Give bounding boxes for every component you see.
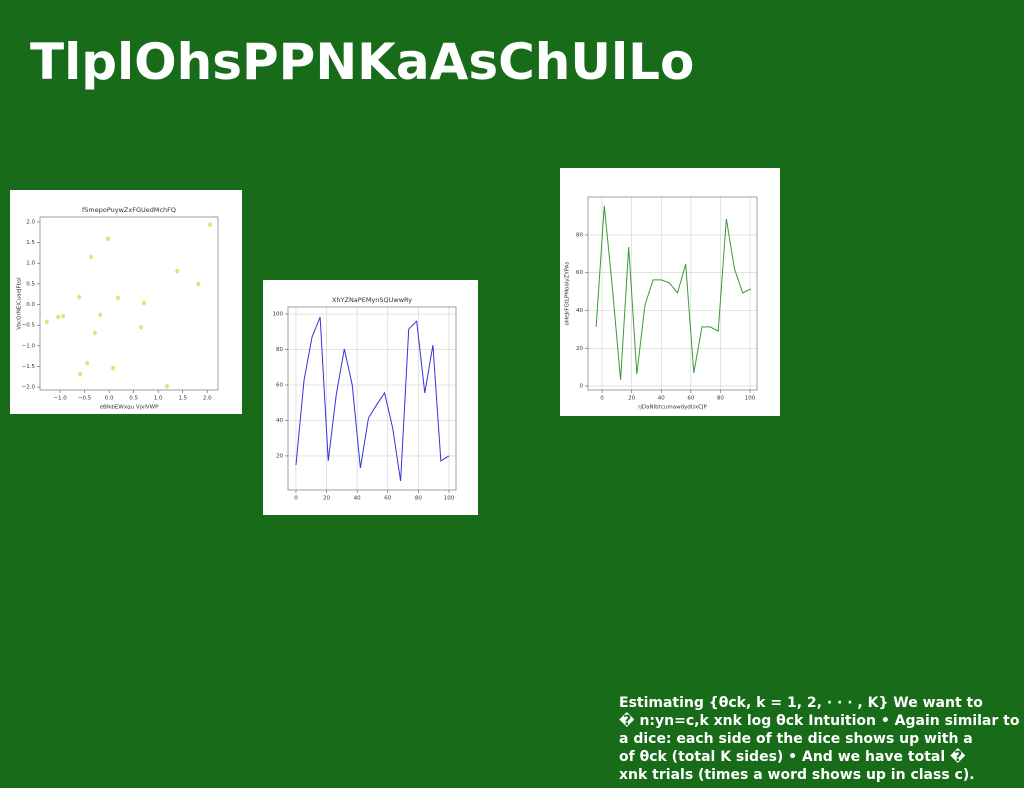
scatter-point bbox=[196, 281, 201, 287]
x-tick-label: 2.0 bbox=[203, 396, 212, 402]
chart-title: fSmepoPuywZxFGUedMchFQ bbox=[82, 206, 176, 214]
scatter-point bbox=[115, 295, 120, 301]
x-tick-label: 0 bbox=[600, 396, 604, 402]
line-series bbox=[595, 205, 751, 381]
y-tick-label: 60 bbox=[276, 383, 283, 389]
x-tick-label: 100 bbox=[745, 396, 756, 402]
x-tick-label: −1.0 bbox=[53, 396, 67, 402]
y-axis-label: oHeJrFGtLPMoalyZYPAs bbox=[565, 262, 571, 326]
y-tick-label: 1.5 bbox=[26, 240, 35, 246]
plot-frame bbox=[587, 196, 758, 391]
scatter-point bbox=[77, 294, 82, 300]
y-tick-label: 2.0 bbox=[26, 219, 35, 225]
plot-frame bbox=[39, 216, 219, 391]
scatter-point bbox=[165, 383, 170, 389]
body-line: � n:yn=c,k xnk log θck Intuition • Again… bbox=[619, 713, 1020, 729]
scatter-point bbox=[175, 268, 180, 274]
scatter-point bbox=[56, 314, 61, 320]
scatter-point bbox=[88, 254, 93, 260]
y-tick-label: −1.0 bbox=[22, 343, 36, 349]
y-tick-label: 20 bbox=[576, 346, 583, 352]
scatter-point bbox=[141, 300, 146, 306]
scatter-point bbox=[111, 365, 116, 371]
y-tick-label: 0.0 bbox=[26, 302, 35, 308]
x-tick-label: 80 bbox=[717, 396, 724, 402]
x-tick-label: 0 bbox=[294, 496, 298, 502]
chart: 20 40 60 80 100 0 20 40 60 80 100 XhYZNaPEMynSQUwwR… bbox=[263, 280, 478, 515]
x-tick-label: 60 bbox=[687, 396, 694, 402]
body-text: Estimating {θck, k = 1, 2, · · · , K} We… bbox=[619, 694, 1019, 784]
x-tick-label: 0.5 bbox=[129, 396, 138, 402]
scatter-point bbox=[208, 222, 213, 228]
y-tick-label: 0.5 bbox=[26, 281, 35, 287]
y-tick-label: −2.0 bbox=[22, 385, 36, 391]
x-tick-label: 40 bbox=[354, 496, 361, 502]
chart: −2.0 −1.5 −1.0 −0.5 0.0 0.5 1.0 1.5 2.0 −1.0 −0.5 0… bbox=[10, 190, 242, 414]
scatter-point bbox=[61, 313, 66, 319]
x-tick-label: 40 bbox=[658, 396, 665, 402]
scatter-point bbox=[106, 236, 111, 242]
y-tick-label: −0.5 bbox=[22, 323, 36, 329]
chart: 0 20 40 60 80 0 20 40 60 80 100 rjDaNlbtcumawdydUxC… bbox=[560, 168, 780, 416]
y-tick-label: 20 bbox=[276, 453, 283, 459]
line-series bbox=[295, 316, 450, 482]
x-axis-label: eBlkbEWxqu VjxlVWP bbox=[100, 405, 160, 411]
scatter-point bbox=[92, 330, 97, 336]
y-tick-label: −1.5 bbox=[22, 364, 36, 370]
y-axis-label: VacQrNElCuaeJFbsl bbox=[17, 277, 23, 330]
y-tick-label: 60 bbox=[576, 270, 583, 276]
body-line: a dice: each side of the dice shows up w… bbox=[619, 731, 973, 747]
scatter-point bbox=[139, 324, 144, 330]
plot-frame bbox=[287, 306, 457, 491]
y-tick-label: 80 bbox=[576, 232, 583, 238]
y-tick-label: 0 bbox=[580, 384, 584, 390]
x-axis-label: rjDaNlbtcumawdydUxCJP bbox=[638, 405, 707, 411]
scatter-point bbox=[85, 360, 90, 366]
body-line: Estimating {θck, k = 1, 2, · · · , K} We… bbox=[619, 695, 983, 711]
scatter-point bbox=[44, 319, 49, 325]
x-tick-label: 20 bbox=[628, 396, 635, 402]
x-tick-label: 20 bbox=[323, 496, 330, 502]
y-tick-label: 1.0 bbox=[26, 261, 35, 267]
y-tick-label: 100 bbox=[273, 312, 284, 318]
x-tick-label: 0.0 bbox=[105, 396, 114, 402]
scatter-point bbox=[78, 371, 83, 377]
x-tick-label: −0.5 bbox=[78, 396, 92, 402]
y-tick-label: 80 bbox=[276, 347, 283, 353]
x-tick-label: 100 bbox=[444, 496, 455, 502]
body-line: xnk trials (times a word shows up in cla… bbox=[619, 767, 975, 783]
slide-title: TlplOhsPPNKaAsChUlLo bbox=[30, 33, 695, 91]
x-tick-label: 1.0 bbox=[154, 396, 163, 402]
x-tick-label: 60 bbox=[384, 496, 391, 502]
x-tick-label: 1.5 bbox=[178, 396, 187, 402]
y-tick-label: 40 bbox=[276, 418, 283, 424]
body-line: of θck (total K sides) • And we have tot… bbox=[619, 749, 966, 765]
chart-title: XhYZNaPEMynSQUwwRy bbox=[332, 296, 412, 304]
x-tick-label: 80 bbox=[415, 496, 422, 502]
scatter-point bbox=[98, 312, 103, 318]
y-tick-label: 40 bbox=[576, 308, 583, 314]
